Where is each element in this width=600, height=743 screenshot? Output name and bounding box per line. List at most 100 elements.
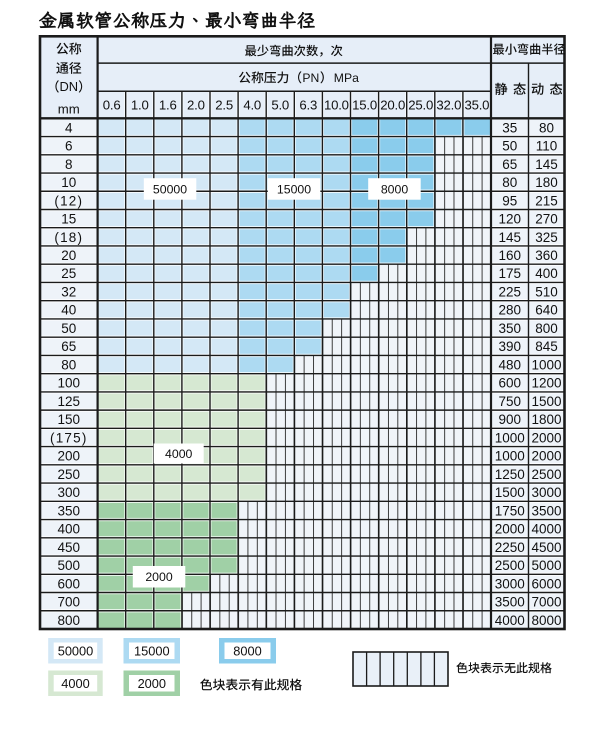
- svg-text:350: 350: [58, 503, 81, 518]
- svg-text:50: 50: [502, 139, 517, 154]
- svg-text:32.0: 32.0: [436, 97, 461, 112]
- svg-text:2.5: 2.5: [215, 97, 233, 112]
- svg-text:2250: 2250: [495, 540, 525, 555]
- svg-text:6000: 6000: [531, 576, 561, 591]
- svg-text:600: 600: [58, 576, 81, 591]
- svg-text:15.0: 15.0: [352, 97, 377, 112]
- svg-text:120: 120: [499, 212, 522, 227]
- svg-text:150: 150: [58, 412, 81, 427]
- svg-text:3500: 3500: [495, 595, 525, 610]
- svg-text:4000: 4000: [531, 522, 561, 537]
- svg-text:2000: 2000: [138, 676, 166, 691]
- svg-text:4: 4: [65, 120, 73, 135]
- svg-text:400: 400: [58, 522, 81, 537]
- svg-text:4500: 4500: [531, 540, 561, 555]
- svg-text:800: 800: [535, 321, 558, 336]
- svg-text:15000: 15000: [277, 182, 311, 196]
- svg-text:15: 15: [61, 212, 76, 227]
- svg-text:20: 20: [61, 248, 76, 263]
- svg-text:50000: 50000: [58, 643, 94, 658]
- svg-text:1.6: 1.6: [159, 97, 177, 112]
- svg-text:40: 40: [61, 303, 76, 318]
- svg-text:7000: 7000: [531, 595, 561, 610]
- svg-text:480: 480: [499, 357, 522, 372]
- svg-text:6: 6: [65, 139, 73, 154]
- svg-text:25.0: 25.0: [408, 97, 433, 112]
- svg-text:900: 900: [499, 412, 522, 427]
- svg-text:700: 700: [58, 595, 81, 610]
- svg-text:1750: 1750: [495, 503, 525, 518]
- svg-text:3500: 3500: [531, 503, 561, 518]
- svg-text:2500: 2500: [495, 558, 525, 573]
- svg-text:65: 65: [502, 157, 517, 172]
- svg-text:2000: 2000: [495, 522, 525, 537]
- svg-text:0.6: 0.6: [103, 97, 121, 112]
- svg-text:100: 100: [58, 376, 81, 391]
- svg-text:450: 450: [58, 540, 81, 555]
- svg-text:4000: 4000: [61, 676, 89, 691]
- svg-text:145: 145: [535, 157, 558, 172]
- svg-text:5.0: 5.0: [271, 97, 289, 112]
- svg-text:8000: 8000: [233, 643, 261, 658]
- svg-text:180: 180: [535, 175, 558, 190]
- svg-text:1.0: 1.0: [131, 97, 149, 112]
- svg-text:50: 50: [61, 321, 76, 336]
- svg-text:845: 845: [535, 339, 558, 354]
- svg-text:390: 390: [499, 339, 522, 354]
- svg-text:800: 800: [58, 613, 81, 628]
- svg-text:50000: 50000: [153, 182, 187, 196]
- svg-text:145: 145: [499, 230, 522, 245]
- svg-text:325: 325: [535, 230, 558, 245]
- svg-text:3000: 3000: [531, 485, 561, 500]
- svg-text:1800: 1800: [531, 412, 561, 427]
- svg-text:2500: 2500: [531, 467, 561, 482]
- svg-text:10: 10: [61, 175, 76, 190]
- svg-text:80: 80: [539, 120, 554, 135]
- svg-text:4000: 4000: [495, 613, 525, 628]
- svg-text:32: 32: [61, 285, 76, 300]
- svg-text:225: 225: [499, 285, 522, 300]
- svg-text:500: 500: [58, 558, 81, 573]
- svg-text:1500: 1500: [531, 394, 561, 409]
- svg-text:5000: 5000: [531, 558, 561, 573]
- svg-text:1000: 1000: [531, 357, 561, 372]
- svg-text:MPa: MPa: [334, 71, 359, 85]
- svg-text:600: 600: [499, 376, 522, 391]
- svg-text:8000: 8000: [381, 182, 409, 196]
- svg-text:65: 65: [61, 339, 76, 354]
- svg-text:80: 80: [502, 175, 517, 190]
- svg-text:20.0: 20.0: [380, 97, 405, 112]
- svg-text:DN: DN: [60, 79, 79, 94]
- svg-text:400: 400: [535, 266, 558, 281]
- svg-text:175: 175: [499, 266, 522, 281]
- svg-text:160: 160: [499, 248, 522, 263]
- svg-text:2.0: 2.0: [187, 97, 205, 112]
- svg-text:25: 25: [61, 266, 76, 281]
- svg-text:750: 750: [499, 394, 522, 409]
- svg-text:215: 215: [535, 193, 558, 208]
- svg-text:300: 300: [58, 485, 81, 500]
- svg-text:125: 125: [58, 394, 81, 409]
- svg-text:360: 360: [535, 248, 558, 263]
- svg-text:1000: 1000: [495, 430, 525, 445]
- svg-text:10.0: 10.0: [324, 97, 349, 112]
- svg-text:1500: 1500: [495, 485, 525, 500]
- svg-text:35.0: 35.0: [464, 97, 489, 112]
- svg-text:4000: 4000: [165, 447, 193, 461]
- svg-text:1000: 1000: [495, 449, 525, 464]
- svg-text:3000: 3000: [495, 576, 525, 591]
- svg-text:PN: PN: [302, 71, 319, 85]
- svg-text:4.0: 4.0: [243, 97, 261, 112]
- svg-text:270: 270: [535, 212, 558, 227]
- svg-text:80: 80: [61, 357, 76, 372]
- svg-text:200: 200: [58, 449, 81, 464]
- svg-text:110: 110: [536, 139, 558, 154]
- svg-text:1250: 1250: [495, 467, 525, 482]
- svg-text:8: 8: [65, 157, 73, 172]
- svg-text:(18): (18): [54, 230, 83, 245]
- svg-text:(175): (175): [50, 430, 88, 445]
- svg-text:640: 640: [535, 303, 558, 318]
- svg-text:mm: mm: [58, 102, 80, 117]
- svg-text:15000: 15000: [134, 643, 170, 658]
- svg-text:(12): (12): [54, 193, 83, 208]
